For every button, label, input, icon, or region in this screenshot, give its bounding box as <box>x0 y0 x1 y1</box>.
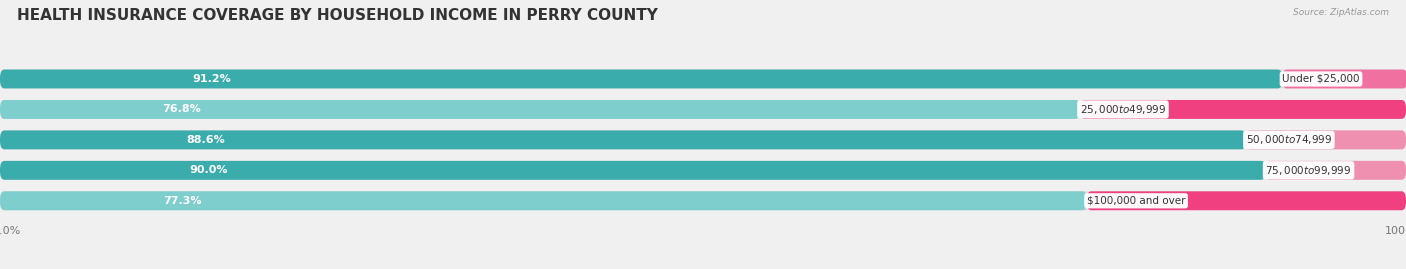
FancyBboxPatch shape <box>0 191 1406 210</box>
Text: $100,000 and over: $100,000 and over <box>1087 196 1185 206</box>
FancyBboxPatch shape <box>0 69 1406 89</box>
FancyBboxPatch shape <box>0 69 1282 89</box>
FancyBboxPatch shape <box>0 191 1087 210</box>
FancyBboxPatch shape <box>0 161 1406 180</box>
Text: 77.3%: 77.3% <box>163 196 201 206</box>
FancyBboxPatch shape <box>1246 130 1406 149</box>
Text: 90.0%: 90.0% <box>190 165 228 175</box>
FancyBboxPatch shape <box>1282 69 1406 89</box>
FancyBboxPatch shape <box>0 130 1246 149</box>
FancyBboxPatch shape <box>1080 100 1406 119</box>
FancyBboxPatch shape <box>0 130 1406 149</box>
FancyBboxPatch shape <box>0 161 1265 180</box>
Text: $25,000 to $49,999: $25,000 to $49,999 <box>1080 103 1166 116</box>
Text: $75,000 to $99,999: $75,000 to $99,999 <box>1265 164 1351 177</box>
FancyBboxPatch shape <box>1087 191 1406 210</box>
Text: Source: ZipAtlas.com: Source: ZipAtlas.com <box>1294 8 1389 17</box>
Text: 76.8%: 76.8% <box>162 104 201 114</box>
Text: Under $25,000: Under $25,000 <box>1282 74 1360 84</box>
FancyBboxPatch shape <box>0 100 1406 119</box>
FancyBboxPatch shape <box>0 100 1080 119</box>
Text: 88.6%: 88.6% <box>187 135 225 145</box>
Text: 91.2%: 91.2% <box>193 74 231 84</box>
FancyBboxPatch shape <box>1265 161 1406 180</box>
Text: HEALTH INSURANCE COVERAGE BY HOUSEHOLD INCOME IN PERRY COUNTY: HEALTH INSURANCE COVERAGE BY HOUSEHOLD I… <box>17 8 658 23</box>
Text: $50,000 to $74,999: $50,000 to $74,999 <box>1246 133 1331 146</box>
